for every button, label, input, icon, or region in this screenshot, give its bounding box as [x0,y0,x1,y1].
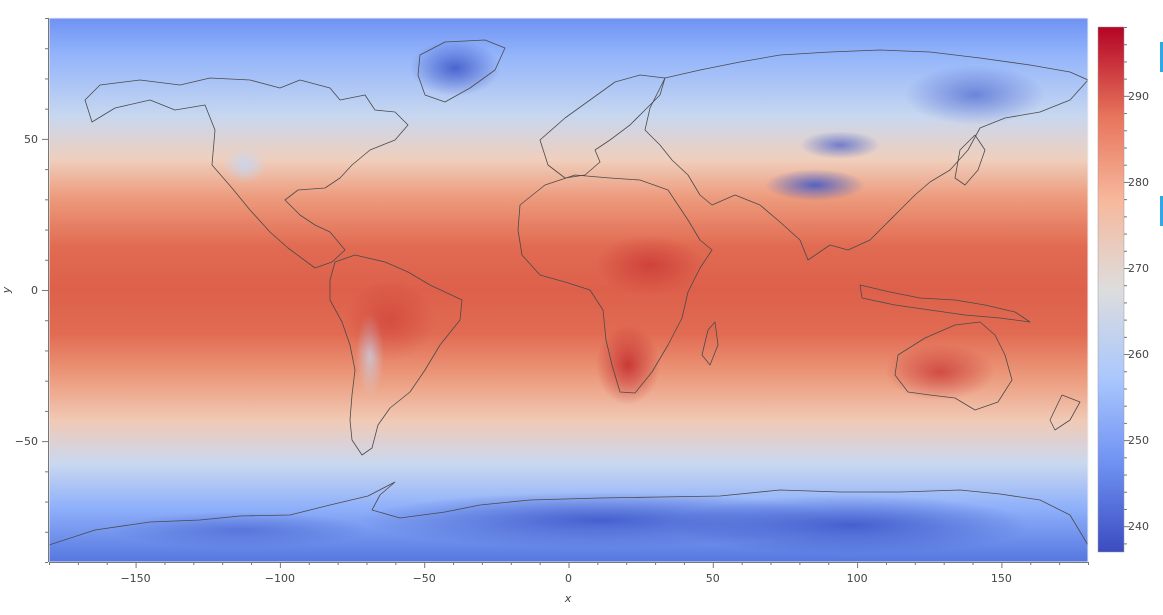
north-america-coast [84,77,409,269]
x-tick-label: −150 [120,572,150,585]
colorbar-tick-label: 280 [1128,176,1149,189]
japan-coast [954,134,986,186]
south-america-hot-region [345,280,435,360]
y-tick-label: −50 [15,435,38,448]
europe-coast [539,74,666,179]
y-tick-label: 0 [31,284,38,297]
asia-coast [644,49,1088,261]
y-tick-label: 50 [24,133,38,146]
x-tick-label: −50 [413,572,436,585]
colorbar-tick-label: 260 [1128,348,1149,361]
x-axis-label: x [564,592,572,605]
colorbar-ticks: 240 250 260 270 280 290 [1124,27,1149,545]
greenland-cold-region [410,40,500,96]
east-antarctica-cold-region [670,495,1030,555]
y-axis-ticks: −50 0 50 [15,18,48,563]
x-tick-label: −100 [265,572,295,585]
y-axis-label: y [0,286,13,294]
rockies-cool-region [223,147,267,183]
colorbar: 240 250 260 270 280 290 [1097,26,1149,553]
coastlines [49,39,1088,562]
zoom-tool-icon[interactable] [1160,196,1163,226]
pan-tool-icon[interactable] [1160,42,1163,72]
colorbar-tick-label: 250 [1128,434,1149,447]
colorbar-gradient [1097,26,1125,553]
temperature-field [49,18,1088,562]
x-tick-label: 100 [847,572,868,585]
australia-hot-region [885,344,995,400]
antarctica-coast [49,481,1088,562]
africa-coast [517,174,713,394]
x-axis-ticks: −150 −100 −50 0 50 100 150 [49,562,1089,585]
south-america-coast [329,254,463,456]
colorbar-tick-label: 270 [1128,262,1149,275]
madagascar-coast [701,321,719,366]
indonesia-coast [859,284,1031,323]
x-tick-label: 50 [706,572,720,585]
tibet-cold-region [765,169,865,201]
central-africa-hot-region [595,235,705,295]
x-tick-label: 0 [565,572,572,585]
australia-coast [894,321,1013,411]
mongolia-cold-region [800,131,880,159]
west-antarctica-cold-region [110,512,370,548]
colorbar-tick-label: 290 [1128,90,1149,103]
new-zealand-coast [1049,394,1081,431]
greenland-coast [417,39,506,103]
x-tick-label: 150 [991,572,1012,585]
colorbar-tick-label: 240 [1128,520,1149,533]
siberia-cold-region [905,65,1045,125]
south-africa-hot-region [596,325,660,405]
